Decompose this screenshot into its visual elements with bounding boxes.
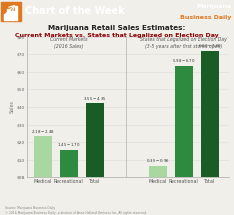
- FancyBboxPatch shape: [1, 2, 21, 21]
- Bar: [175, 66, 193, 177]
- Text: Current Markets vs. States that Legalized on Election Day: Current Markets vs. States that Legalize…: [15, 33, 219, 38]
- Bar: [201, 51, 219, 177]
- Text: Marijuana: Marijuana: [197, 4, 232, 9]
- Y-axis label: Sales: Sales: [9, 100, 14, 114]
- Text: Current Markets
(2016 Sales): Current Markets (2016 Sales): [50, 37, 88, 49]
- Text: Chart of the Week: Chart of the Week: [25, 6, 124, 16]
- Text: $6.60 - $7.60: $6.60 - $7.60: [198, 42, 222, 49]
- Bar: [15, 6, 17, 20]
- Text: Source: Marijuana Business Daily
© 2016 Marijuana Business Daily, a division of : Source: Marijuana Business Daily © 2016 …: [5, 206, 147, 215]
- Text: States that Legalized on Election Day
(3-5 years after first stores open): States that Legalized on Election Day (3…: [140, 37, 227, 49]
- Text: $3.55 - $4.35: $3.55 - $4.35: [83, 95, 106, 102]
- Text: $1.45 - $1.70: $1.45 - $1.70: [57, 141, 80, 148]
- Bar: [60, 150, 78, 177]
- Text: $5.98 - $6.70: $5.98 - $6.70: [172, 57, 196, 64]
- Bar: [149, 166, 167, 177]
- Bar: [86, 103, 104, 177]
- Bar: [7, 9, 10, 20]
- Text: Marijuana Retail Sales Estimates:: Marijuana Retail Sales Estimates:: [48, 25, 186, 31]
- Text: $0.35 - $0.96: $0.35 - $0.96: [146, 157, 170, 164]
- Bar: [34, 136, 52, 177]
- Bar: [11, 11, 14, 20]
- Text: Business Daily: Business Daily: [180, 15, 232, 20]
- Text: $2.18 - $2.48: $2.18 - $2.48: [31, 128, 55, 135]
- Bar: [4, 14, 7, 20]
